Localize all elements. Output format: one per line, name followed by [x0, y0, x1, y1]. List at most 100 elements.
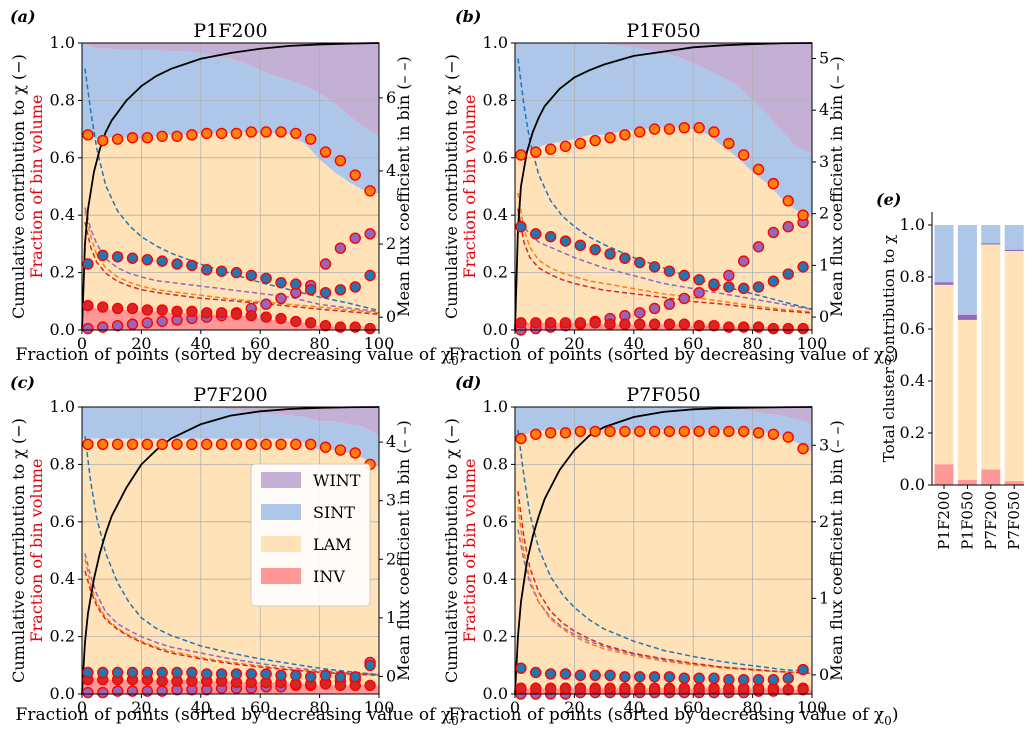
marker-lam	[111, 133, 124, 145]
x-tick-label: 40	[624, 334, 644, 353]
x-tick-label: 20	[564, 698, 584, 717]
marker-sint	[215, 668, 228, 680]
x-tick-label: 0	[77, 334, 87, 353]
marker-inv	[559, 682, 572, 694]
area-lam	[82, 131, 379, 329]
y2-tick-label: 1	[386, 608, 396, 627]
marker-sint	[544, 668, 557, 680]
marker-lam	[737, 149, 750, 161]
panel-p7f050: 0 20 40 60 80 100 0.0 0.2 0.4 0.6 0.8 1.0 0 1 2 3 P7F050…	[442, 373, 898, 728]
marker-sint	[693, 274, 705, 286]
marker-sint	[619, 671, 631, 683]
marker-sint	[723, 673, 735, 686]
marker-inv	[678, 318, 690, 330]
marker-inv	[126, 302, 139, 315]
bar-inv	[957, 479, 977, 485]
marker-lam	[559, 427, 572, 439]
marker-wint	[364, 228, 376, 240]
area-sint	[515, 43, 812, 217]
marker-lam	[186, 129, 198, 141]
x-tick-label: 80	[309, 698, 329, 717]
marker-inv	[515, 682, 527, 694]
marker-wint	[111, 685, 124, 697]
marker-inv	[156, 304, 168, 316]
marker-sint	[141, 253, 154, 266]
area-inv	[82, 304, 379, 330]
marker-sint	[648, 671, 661, 683]
marker-lam	[290, 438, 302, 451]
marker-lam	[126, 132, 139, 144]
x-axis-label-sub: 0	[884, 354, 892, 368]
marker-lam	[708, 425, 720, 438]
marker-inv	[215, 307, 228, 319]
marker-inv	[737, 321, 750, 333]
marker-sint	[767, 275, 780, 287]
marker-lam	[648, 425, 661, 438]
panel-label: (c)	[10, 373, 35, 392]
flux-curve-sint	[517, 429, 813, 673]
marker-inv	[782, 322, 794, 335]
x-tick-label: 20	[564, 334, 584, 353]
marker-sint	[559, 668, 572, 680]
marker-lam	[574, 137, 587, 150]
x-axis-label-sub: 0	[451, 714, 459, 728]
marker-inv	[530, 682, 542, 694]
marker-lam	[97, 134, 109, 147]
legend-label: WINT	[313, 471, 361, 490]
marker-sint	[82, 666, 94, 679]
marker-inv	[290, 315, 302, 328]
marker-inv	[349, 321, 361, 333]
marker-inv	[111, 302, 124, 315]
marker-lam	[797, 442, 809, 455]
marker-sint	[737, 282, 750, 295]
marker-sint	[141, 666, 154, 679]
y2-tick-label: 4	[386, 161, 396, 180]
area-wint	[515, 407, 812, 425]
marker-sint	[797, 663, 809, 676]
marker-lam	[186, 438, 198, 451]
marker-lam	[304, 438, 317, 451]
marker-sint	[782, 268, 794, 280]
flux-curve-lam	[517, 506, 813, 675]
marker-inv	[186, 305, 198, 318]
y-tick-label: 0.2	[483, 627, 508, 646]
legend-swatch	[261, 536, 301, 552]
marker-sint	[334, 671, 347, 683]
y2-axis-label: Mean flux coefficient in bin (– –)	[394, 420, 413, 681]
marker-inv	[319, 319, 332, 332]
x-tick-label: P7F200	[982, 491, 1000, 550]
y-tick-label: 0.2	[483, 263, 508, 282]
marker-wint	[334, 242, 347, 254]
y2-tick-label: 4	[819, 100, 829, 119]
marker-lam	[530, 146, 542, 158]
marker-sint	[574, 669, 587, 682]
marker-wint	[141, 317, 154, 329]
marker-wint	[126, 685, 139, 697]
marker-inv	[589, 317, 601, 329]
marker-sint	[515, 220, 527, 233]
marker-inv	[171, 305, 183, 318]
y-tick-label: 0.8	[900, 267, 925, 286]
y-tick-label: 0.4	[483, 205, 508, 224]
marker-sint	[559, 235, 572, 247]
x-axis-label: Fraction of points (sorted by decreasing…	[16, 345, 466, 368]
bar-inv	[1004, 481, 1024, 485]
marker-sint	[752, 673, 765, 686]
marker-sint	[334, 284, 347, 296]
marker-inv	[604, 682, 616, 694]
marker-sint	[156, 255, 168, 267]
marker-sint	[97, 666, 109, 679]
marker-inv	[797, 683, 809, 696]
marker-lam	[82, 438, 94, 451]
y2-tick-label: 3	[819, 435, 829, 454]
legend-label: LAM	[313, 535, 352, 554]
marker-lam	[319, 146, 332, 158]
marker-sint	[708, 672, 720, 684]
panel-label: (e)	[876, 190, 901, 209]
marker-wint	[82, 322, 94, 335]
bar-wint	[957, 314, 977, 320]
marker-wint	[126, 318, 139, 330]
x-axis-label-close: )	[892, 345, 899, 365]
marker-inv	[648, 682, 661, 694]
panel-label: (d)	[455, 373, 481, 392]
